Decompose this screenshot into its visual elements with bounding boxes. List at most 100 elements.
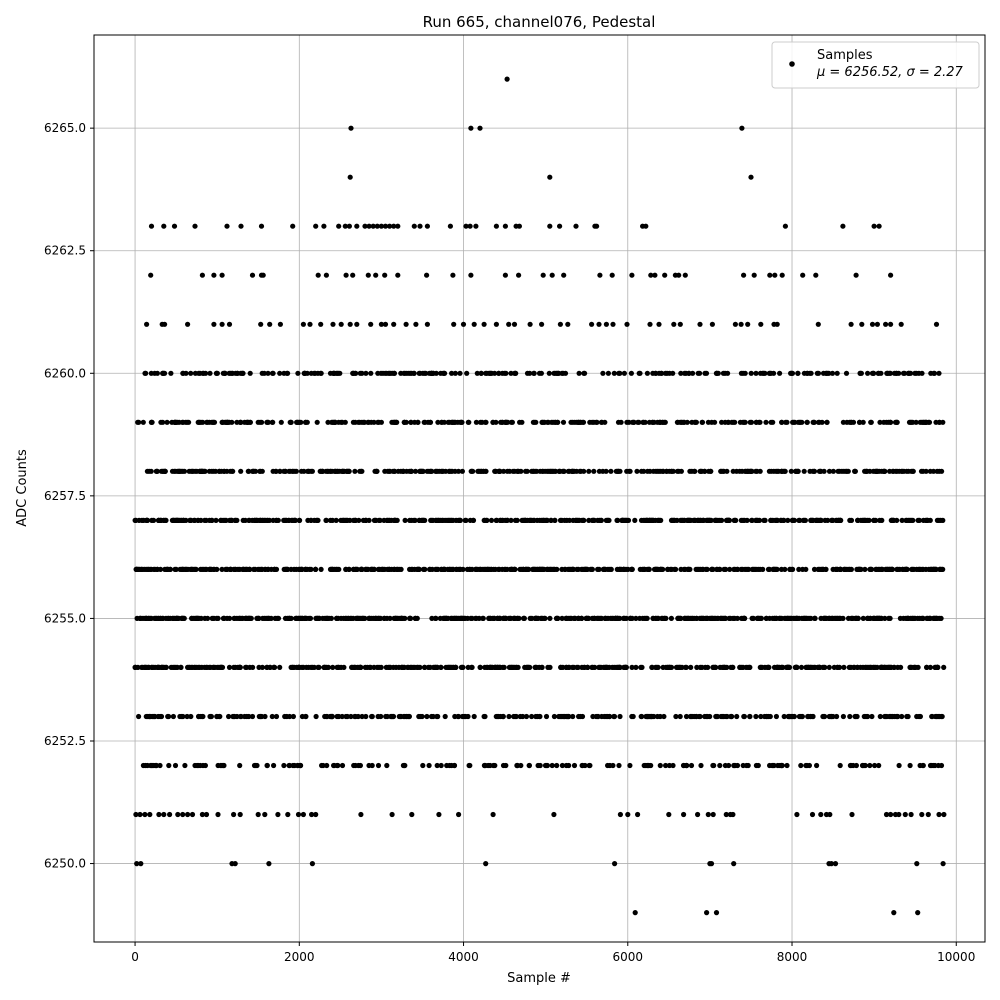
data-point bbox=[654, 713, 661, 720]
data-point bbox=[602, 419, 608, 425]
data-point bbox=[816, 664, 822, 671]
data-point bbox=[802, 517, 809, 524]
data-point bbox=[568, 419, 574, 425]
data-point bbox=[369, 713, 375, 720]
data-point bbox=[250, 664, 256, 671]
data-point bbox=[923, 468, 929, 474]
data-point bbox=[442, 713, 448, 720]
data-point bbox=[662, 419, 668, 425]
data-point bbox=[862, 566, 868, 573]
data-point bbox=[686, 370, 692, 376]
data-point bbox=[324, 664, 330, 671]
data-point bbox=[816, 419, 823, 425]
data-point bbox=[501, 664, 507, 671]
data-point bbox=[179, 615, 185, 622]
data-point bbox=[619, 517, 625, 524]
data-point bbox=[282, 468, 288, 474]
data-point bbox=[785, 517, 791, 524]
data-point bbox=[721, 468, 727, 474]
data-point bbox=[923, 517, 930, 524]
data-point bbox=[247, 566, 253, 573]
data-point bbox=[605, 762, 611, 769]
data-point bbox=[256, 664, 262, 671]
data-point bbox=[352, 468, 358, 474]
data-point bbox=[561, 272, 567, 278]
data-point bbox=[219, 664, 226, 671]
data-point bbox=[541, 419, 547, 425]
data-point bbox=[451, 419, 458, 425]
data-point bbox=[429, 517, 435, 524]
data-point bbox=[683, 713, 690, 720]
data-point bbox=[679, 419, 685, 425]
data-point bbox=[288, 419, 294, 425]
data-point bbox=[658, 517, 664, 524]
data-point bbox=[937, 566, 943, 573]
data-point bbox=[785, 664, 791, 671]
data-point bbox=[550, 419, 556, 425]
data-point bbox=[395, 272, 401, 278]
data-point bbox=[853, 615, 859, 622]
data-point bbox=[266, 861, 272, 867]
data-point bbox=[820, 370, 827, 376]
data-point bbox=[818, 811, 824, 818]
data-point bbox=[795, 370, 801, 376]
data-point bbox=[913, 370, 920, 376]
data-point bbox=[424, 223, 430, 229]
data-point bbox=[160, 419, 166, 425]
data-point bbox=[657, 762, 663, 769]
data-point bbox=[350, 370, 356, 376]
data-point bbox=[203, 811, 210, 818]
data-point bbox=[471, 713, 477, 720]
data-point bbox=[768, 468, 775, 474]
data-point bbox=[703, 566, 709, 573]
data-point bbox=[645, 713, 651, 720]
data-point bbox=[538, 370, 545, 376]
data-point bbox=[584, 664, 591, 671]
data-point bbox=[370, 223, 376, 229]
data-point bbox=[413, 321, 419, 327]
data-point bbox=[377, 566, 383, 573]
data-point bbox=[731, 517, 737, 524]
data-point bbox=[825, 370, 831, 376]
data-point bbox=[801, 468, 807, 474]
data-point bbox=[330, 321, 336, 327]
data-point bbox=[282, 615, 289, 622]
data-point bbox=[860, 615, 866, 622]
data-point bbox=[392, 468, 398, 474]
data-point bbox=[249, 272, 256, 278]
data-point bbox=[739, 468, 745, 474]
data-point bbox=[557, 517, 564, 524]
data-point bbox=[511, 468, 518, 474]
data-point bbox=[896, 762, 902, 769]
data-point bbox=[899, 517, 905, 524]
data-point bbox=[475, 468, 481, 474]
data-point bbox=[257, 468, 263, 474]
data-point bbox=[477, 664, 483, 671]
data-point bbox=[572, 419, 578, 425]
data-point bbox=[492, 468, 499, 474]
data-point bbox=[557, 321, 564, 327]
data-point bbox=[627, 762, 633, 769]
data-point bbox=[931, 615, 937, 622]
data-point bbox=[497, 468, 503, 474]
data-point bbox=[195, 615, 201, 622]
data-point bbox=[503, 615, 509, 622]
data-point bbox=[886, 615, 892, 622]
data-point bbox=[145, 713, 151, 720]
x-tick-label: 0 bbox=[131, 950, 139, 964]
data-point bbox=[216, 468, 223, 474]
data-point bbox=[673, 713, 679, 720]
data-point bbox=[411, 223, 417, 229]
data-point bbox=[371, 517, 377, 524]
data-point bbox=[170, 664, 176, 671]
data-point bbox=[188, 370, 194, 376]
data-point bbox=[501, 468, 507, 474]
data-point bbox=[158, 517, 164, 524]
data-point bbox=[229, 468, 235, 474]
data-point bbox=[705, 419, 712, 425]
data-point bbox=[233, 370, 239, 376]
data-point bbox=[834, 713, 840, 720]
data-point bbox=[260, 272, 266, 278]
data-point bbox=[779, 419, 785, 425]
data-point bbox=[545, 664, 551, 671]
